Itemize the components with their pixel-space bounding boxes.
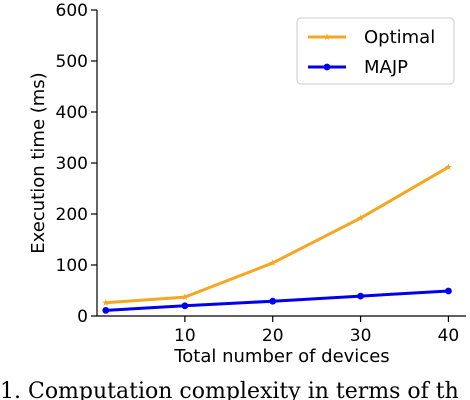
legend-marker-optimal	[323, 33, 331, 40]
y-axis-ticks: 0 100 200 300 400 500 600	[56, 1, 97, 327]
y-tick-label: 400	[56, 103, 88, 123]
data-point-majp	[102, 306, 110, 314]
data-point-optimal	[181, 293, 189, 301]
x-tick-label: 20	[262, 326, 284, 346]
x-axis-ticks: 10 20 30 40	[174, 316, 459, 346]
legend-marker-majp	[323, 63, 331, 71]
x-tick-label: 40	[438, 326, 460, 346]
y-tick-label: 500	[56, 52, 88, 72]
data-point-majp	[269, 297, 277, 305]
series-line-majp	[105, 289, 449, 312]
x-tick-label: 10	[174, 326, 196, 346]
data-point-optimal	[445, 163, 452, 170]
legend: Optimal MAJP	[296, 17, 455, 85]
y-axis-label: Execution time (ms)	[28, 72, 49, 253]
data-point-majp	[445, 287, 452, 295]
data-point-optimal	[269, 259, 277, 266]
legend-label-majp: MAJP	[364, 57, 408, 78]
data-point-majp	[181, 302, 189, 310]
x-axis-label: Total number of devices	[173, 346, 389, 367]
data-point-majp	[357, 292, 364, 300]
y-tick-label: 300	[56, 154, 88, 174]
legend-label-optimal: Optimal	[364, 27, 435, 48]
figure-caption: 1. Computation complexity in terms of th	[0, 379, 459, 400]
series-layer	[102, 163, 452, 314]
series-line-optimal	[105, 165, 450, 305]
y-tick-label: 100	[56, 256, 88, 276]
data-point-optimal	[102, 299, 110, 306]
y-tick-label: 200	[56, 205, 88, 225]
y-tick-label: 0	[77, 307, 88, 327]
y-tick-label: 600	[56, 1, 88, 21]
x-tick-label: 30	[350, 326, 372, 346]
data-point-optimal	[357, 214, 364, 221]
